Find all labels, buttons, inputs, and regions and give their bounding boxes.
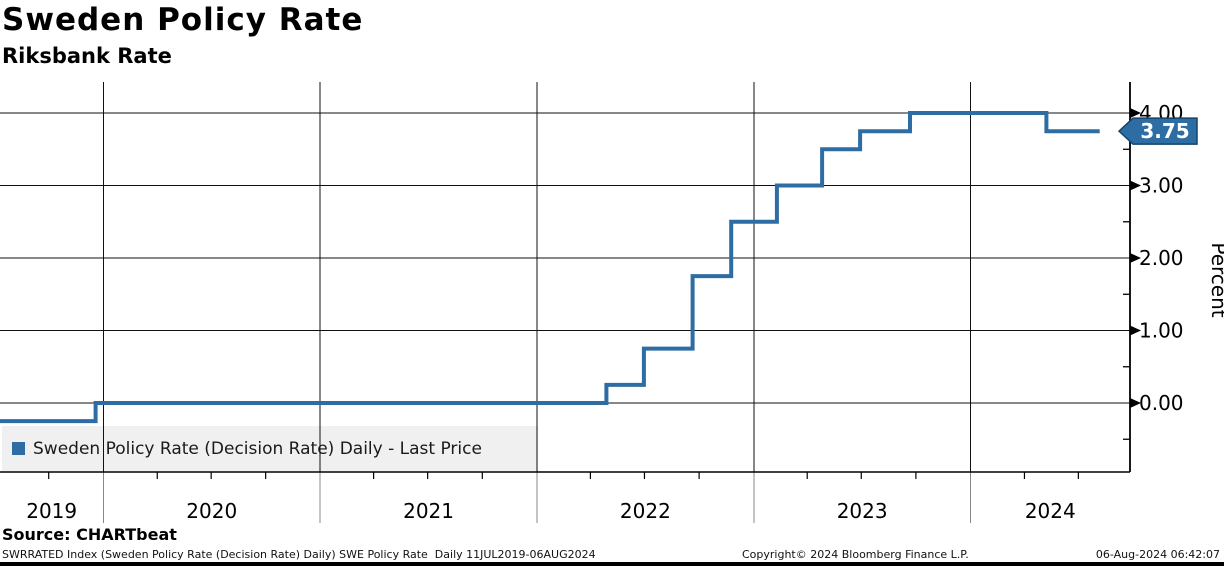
y-tick-label: 0.00 [1139, 391, 1184, 415]
x-tick-label: 2023 [837, 499, 888, 523]
y-tick-label: 3.00 [1139, 174, 1184, 198]
legend-background [2, 426, 538, 471]
legend-label: Sweden Policy Rate (Decision Rate) Daily… [33, 438, 482, 459]
y-tick-arrow-icon [1130, 398, 1141, 408]
y-tick-label: 2.00 [1139, 246, 1184, 270]
x-tick-label: 2022 [620, 499, 671, 523]
y-tick-arrow-icon [1130, 108, 1141, 119]
y-tick-arrow-icon [1130, 180, 1141, 191]
bottom-bar [0, 562, 1224, 566]
footer-copyright: Copyright© 2024 Bloomberg Finance L.P. [742, 548, 969, 561]
y-tick-label: 1.00 [1139, 319, 1184, 343]
last-price-badge [1117, 117, 1198, 145]
chart-title: Sweden Policy Rate [2, 2, 364, 38]
x-tick-label: 2021 [403, 499, 454, 523]
x-tick-label: 2024 [1025, 499, 1076, 523]
x-tick-label: 2019 [26, 499, 77, 523]
footer-ticker-info: SWRRATED Index (Sweden Policy Rate (Deci… [2, 548, 596, 561]
step-line [0, 111, 1100, 424]
last-price-value: 3.75 [1140, 119, 1189, 143]
chart-subtitle: Riksbank Rate [2, 44, 172, 68]
y-tick-arrow-icon [1130, 325, 1141, 336]
legend-marker-icon [12, 442, 25, 455]
legend: Sweden Policy Rate (Decision Rate) Daily… [2, 426, 538, 471]
footer-timestamp: 06-Aug-2024 06:42:07 [1095, 548, 1220, 561]
y-tick-arrow-icon [1130, 253, 1141, 264]
x-tick-label: 2020 [186, 499, 237, 523]
source-label: Source: CHARTbeat [2, 525, 177, 544]
y-axis-title: Percent [1207, 242, 1224, 317]
